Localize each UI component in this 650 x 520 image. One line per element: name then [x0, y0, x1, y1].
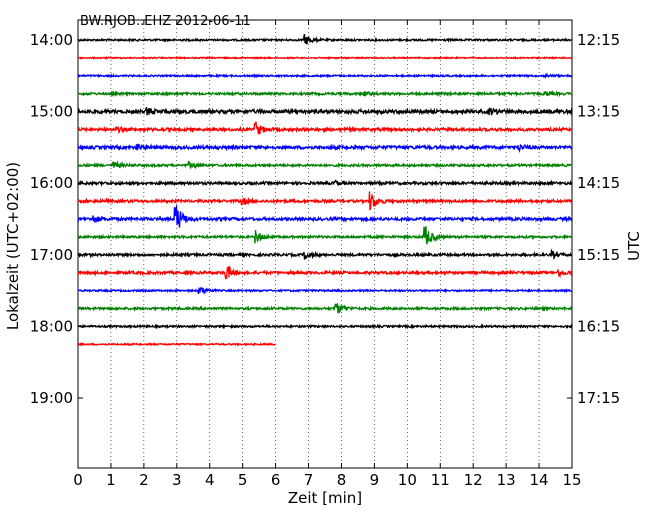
x-tick-label: 5	[238, 471, 248, 489]
x-tick-label: 15	[562, 471, 581, 489]
trace-1500	[77, 106, 573, 116]
x-tick-label: 12	[464, 471, 483, 489]
y-tick-label-right: 14:15	[577, 174, 620, 192]
chart-title: BW.RJOB..EHZ 2012-06-11	[80, 14, 251, 29]
x-tick-label: 1	[106, 471, 116, 489]
y-tick-label-left: 14:00	[30, 31, 73, 49]
y-tick-label-right: 12:15	[577, 31, 620, 49]
y-axis-label-left: Lokalzeit (UTC+02:00)	[4, 162, 22, 330]
trace-1715	[77, 265, 573, 280]
x-tick-label: 2	[139, 471, 149, 489]
x-tick-label: 13	[497, 471, 516, 489]
x-tick-label: 11	[431, 471, 450, 489]
trace-1745	[77, 302, 573, 314]
x-tick-label: 10	[398, 471, 417, 489]
trace-1645	[77, 226, 573, 245]
trace-1400	[77, 34, 573, 45]
y-tick-label-left: 16:00	[30, 174, 73, 192]
x-tick-label: 4	[205, 471, 215, 489]
trace-1730	[77, 286, 573, 295]
trace-1700	[77, 248, 573, 261]
y-tick-label-left: 17:00	[30, 246, 73, 264]
y-tick-label-right: 16:15	[577, 317, 620, 335]
x-tick-label: 6	[271, 471, 281, 489]
y-tick-label-right: 13:15	[577, 103, 620, 121]
x-tick-label: 0	[73, 471, 83, 489]
x-axis-label: Zeit [min]	[288, 489, 362, 507]
trace-1530	[77, 143, 573, 154]
x-tick-label: 7	[304, 471, 314, 489]
x-tick-label: 3	[172, 471, 182, 489]
trace-1800	[77, 323, 573, 330]
y-tick-label-right: 15:15	[577, 246, 620, 264]
traces	[77, 34, 573, 347]
trace-1630	[77, 205, 573, 228]
trace-1430	[77, 71, 573, 80]
vertical-grid	[110, 20, 540, 468]
trace-1600	[77, 179, 573, 187]
y-tick-label-left: 19:00	[30, 389, 73, 407]
trace-1445	[77, 90, 573, 98]
trace-1415	[77, 55, 573, 60]
x-tick-label: 8	[337, 471, 347, 489]
trace-1515	[77, 121, 573, 135]
y-tick-label-right: 17:15	[577, 389, 620, 407]
trace-1615	[77, 191, 573, 211]
x-tick-label: 14	[530, 471, 549, 489]
x-tick-label: 9	[370, 471, 380, 489]
y-tick-label-left: 18:00	[30, 317, 73, 335]
trace-1545	[77, 160, 573, 170]
plot-frame	[77, 19, 573, 469]
y-axis-label-right: UTC	[625, 231, 643, 261]
trace-1815	[77, 342, 276, 347]
y-tick-label-left: 15:00	[30, 103, 73, 121]
